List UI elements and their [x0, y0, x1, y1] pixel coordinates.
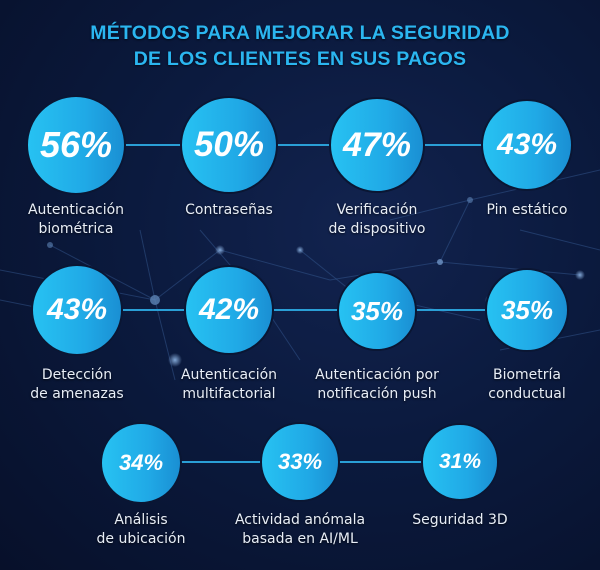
stat-value: 56%: [39, 124, 113, 165]
stat-value: 34%: [118, 450, 164, 475]
stat-label: Detección de amenazas: [30, 367, 124, 402]
stat-circle: 35%: [485, 268, 569, 352]
stat-circle: 31%: [421, 423, 499, 501]
stat-label: Verificación de dispositivo: [328, 202, 426, 237]
stat-value: 35%: [350, 295, 404, 326]
stat-value: 42%: [198, 293, 260, 326]
title-line-2: DE LOS CLIENTES EN SUS PAGOS: [133, 48, 467, 70]
stat-circle: 43%: [481, 99, 573, 191]
stat-circle: 35%: [337, 271, 417, 351]
connector-row-1: [76, 144, 527, 146]
stat-value: 43%: [496, 128, 558, 161]
stat-circle: 33%: [260, 422, 340, 502]
stat-value: 33%: [277, 449, 323, 474]
stat-label: Autenticación por notificación push: [315, 367, 439, 402]
stat-circle: 42%: [184, 265, 274, 355]
stat-value: 43%: [46, 293, 108, 326]
stat-label: Autenticación multifactorial: [180, 367, 278, 402]
stat-value: 35%: [500, 294, 554, 325]
stat-value: 31%: [438, 450, 482, 473]
stat-circle: 34%: [100, 422, 182, 504]
stat-label: Autenticación biométrica: [27, 202, 125, 237]
stat-circle: 56%: [26, 95, 126, 195]
stat-label: Seguridad 3D: [412, 512, 508, 528]
title-line-1: MÉTODOS PARA MEJORAR LA SEGURIDAD: [90, 22, 510, 44]
stat-label: Contraseñas: [185, 202, 273, 218]
page-title: MÉTODOS PARA MEJORAR LA SEGURIDAD DE LOS…: [0, 20, 600, 72]
stat-label: Análisis de ubicación: [96, 512, 186, 547]
stat-label: Biometría conductual: [488, 367, 566, 402]
connector-row-2: [76, 309, 527, 311]
stat-circle: 50%: [180, 96, 278, 194]
stat-value: 50%: [193, 125, 265, 164]
stat-circle: 43%: [31, 264, 123, 356]
stat-value: 47%: [342, 125, 412, 164]
stat-label: Actividad anómala basada en AI/ML: [234, 512, 366, 547]
stat-label: Pin estático: [486, 202, 568, 218]
stat-circle: 47%: [329, 97, 425, 193]
